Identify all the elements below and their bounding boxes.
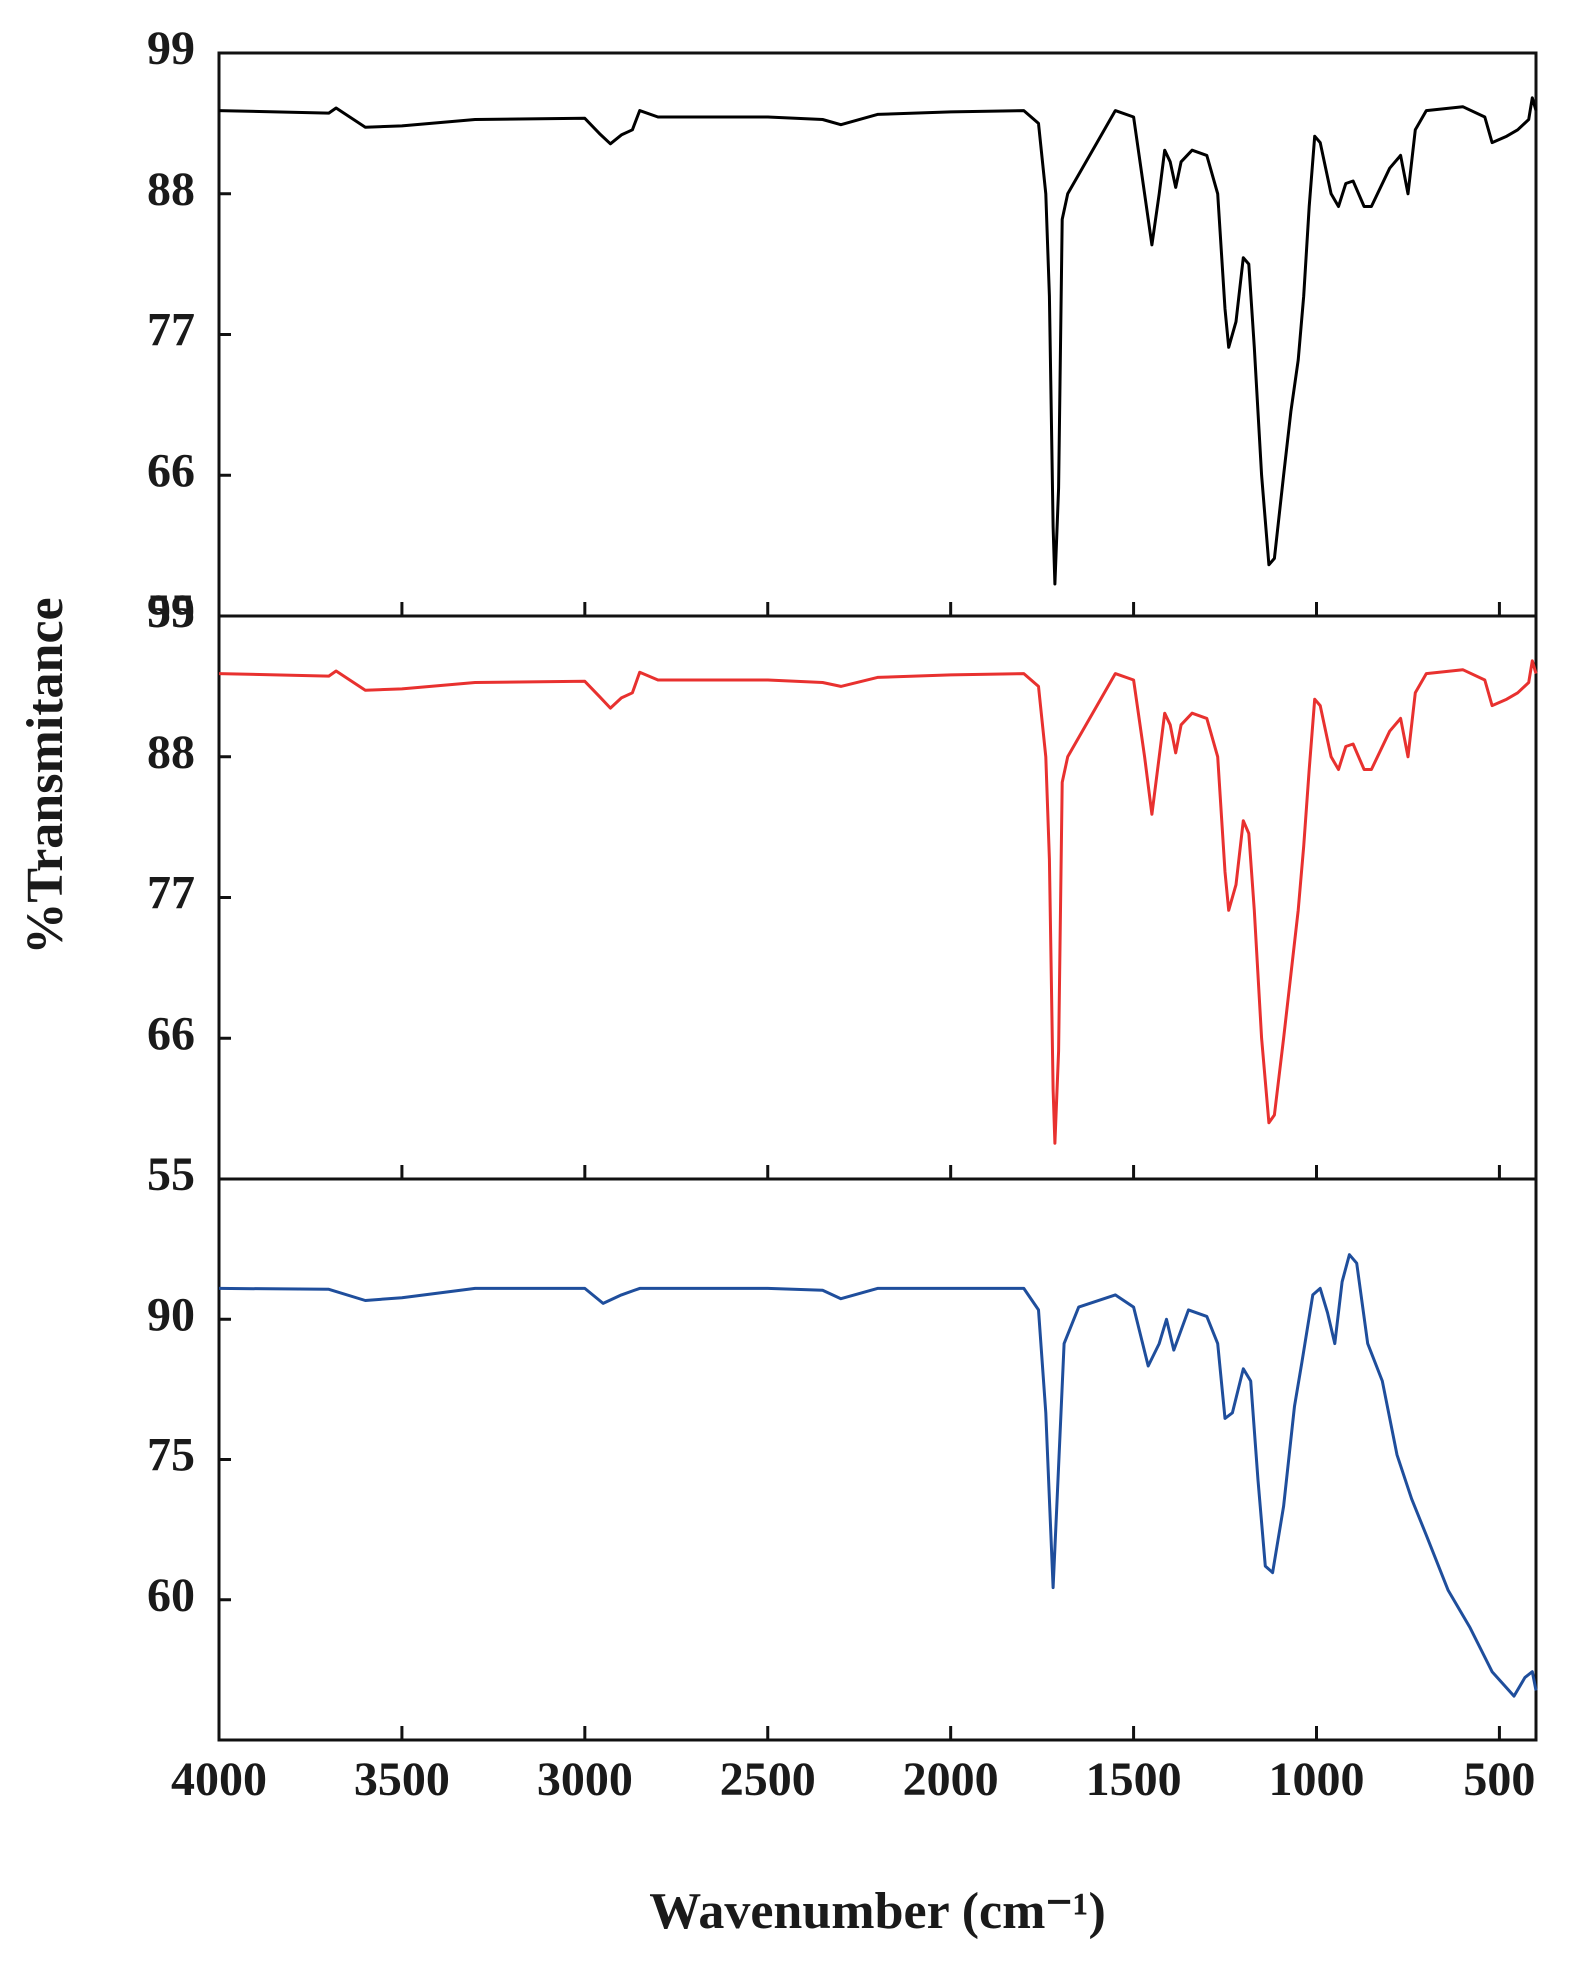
spectrum-line	[218, 96, 1538, 586]
x-tick-label: 500	[1463, 1753, 1535, 1806]
y-tick-label: 60	[147, 1569, 195, 1622]
y-tick-label: 66	[147, 444, 195, 497]
panel-frame	[217, 51, 1538, 618]
x-tick-label: 1500	[1086, 1753, 1182, 1806]
x-tick-label: 3500	[354, 1753, 450, 1806]
y-tick-label: 77	[147, 304, 195, 357]
y-tick-label: 75	[147, 1429, 195, 1482]
spectrum-line	[218, 1253, 1538, 1698]
x-axis-label: Wavenumber (cm⁻¹)	[649, 1883, 1106, 1940]
y-tick-label: 55	[147, 1148, 195, 1201]
x-tick-label: 2000	[903, 1753, 999, 1806]
y-tick-label: 99	[147, 585, 195, 638]
x-tick-label: 3000	[537, 1753, 633, 1806]
y-tick-label: 88	[147, 163, 195, 216]
x-tick-label: 2500	[720, 1753, 816, 1806]
y-tick-label: 90	[147, 1288, 195, 1341]
y-tick-label: 88	[147, 726, 195, 779]
x-tick-label: 1000	[1269, 1753, 1365, 1806]
y-tick-label: 99	[147, 22, 195, 75]
x-tick-label: 4000	[171, 1753, 267, 1806]
y-tick-label: 77	[147, 867, 195, 920]
panel-frame	[217, 1177, 1538, 1742]
y-tick-label: 66	[147, 1007, 195, 1060]
y-axis-label: %Transmitance	[17, 597, 74, 954]
spectrum-line	[218, 659, 1538, 1145]
panel-frame	[217, 614, 1538, 1181]
y-tick-label: 55	[147, 585, 195, 638]
